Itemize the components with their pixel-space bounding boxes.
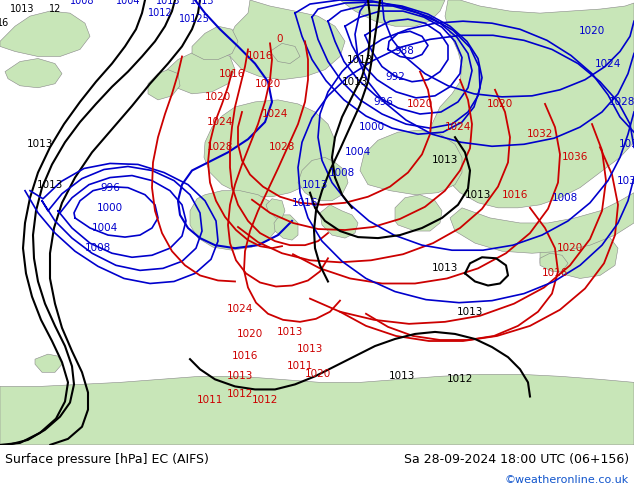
Polygon shape (395, 195, 442, 231)
Text: ©weatheronline.co.uk: ©weatheronline.co.uk (505, 475, 629, 485)
Text: 1032: 1032 (527, 129, 553, 139)
Text: 1004: 1004 (92, 223, 118, 233)
Text: 1013: 1013 (465, 190, 491, 200)
Text: 1013: 1013 (297, 344, 323, 354)
Text: 10125: 10125 (179, 14, 209, 24)
Text: 0: 0 (277, 34, 283, 45)
Text: 16: 16 (0, 18, 9, 28)
Polygon shape (165, 49, 235, 94)
Text: 1013: 1013 (432, 155, 458, 166)
Text: 992: 992 (385, 72, 405, 82)
Text: 1028: 1028 (269, 142, 295, 152)
Text: 1013: 1013 (277, 327, 303, 337)
Text: 1020: 1020 (255, 79, 281, 89)
Text: 1028: 1028 (207, 142, 233, 152)
Text: 996: 996 (100, 183, 120, 193)
Text: 1036: 1036 (617, 175, 634, 186)
Text: 1012: 1012 (227, 390, 253, 399)
Polygon shape (320, 205, 358, 238)
Polygon shape (450, 193, 634, 253)
Text: 1013: 1013 (347, 54, 373, 65)
Polygon shape (266, 199, 285, 218)
Polygon shape (430, 0, 634, 208)
Polygon shape (0, 11, 90, 56)
Text: 1020: 1020 (305, 369, 331, 379)
Text: 1013: 1013 (457, 307, 483, 317)
Text: 1020: 1020 (407, 99, 433, 109)
Text: 1013: 1013 (37, 180, 63, 190)
Text: Surface pressure [hPa] EC (AIFS): Surface pressure [hPa] EC (AIFS) (5, 453, 209, 466)
Polygon shape (0, 374, 634, 445)
Text: 1013: 1013 (389, 371, 415, 381)
Text: 1011: 1011 (197, 394, 223, 405)
Text: 1036: 1036 (562, 152, 588, 162)
Text: 1013: 1013 (227, 371, 253, 381)
Text: 1024: 1024 (262, 109, 288, 119)
Text: 1012: 1012 (252, 394, 278, 405)
Text: 1028: 1028 (609, 97, 634, 107)
Polygon shape (204, 100, 335, 196)
Text: 1013: 1013 (10, 4, 34, 14)
Text: 1016: 1016 (219, 69, 245, 79)
Text: 1020: 1020 (487, 99, 513, 109)
Polygon shape (540, 228, 618, 278)
Text: 1020: 1020 (237, 329, 263, 339)
Polygon shape (340, 0, 445, 26)
Text: 1004: 1004 (345, 147, 371, 157)
Text: 1013: 1013 (432, 263, 458, 273)
Polygon shape (228, 0, 345, 80)
Text: 1024: 1024 (207, 117, 233, 127)
Text: 1032: 1032 (619, 139, 634, 149)
Text: 1013: 1013 (156, 0, 180, 6)
Text: 1016: 1016 (247, 51, 273, 62)
Polygon shape (148, 70, 180, 100)
Polygon shape (298, 157, 348, 201)
Polygon shape (540, 253, 568, 271)
Text: 1020: 1020 (557, 243, 583, 253)
Text: 1011: 1011 (287, 361, 313, 371)
Text: 1008: 1008 (70, 0, 94, 6)
Text: 1012: 1012 (148, 8, 172, 18)
Text: 1024: 1024 (445, 122, 471, 132)
Text: 1000: 1000 (97, 203, 123, 213)
Text: 1016: 1016 (542, 269, 568, 278)
Text: 1016: 1016 (232, 351, 258, 361)
Polygon shape (35, 354, 62, 372)
Text: 1008: 1008 (85, 243, 111, 253)
Text: 1020: 1020 (205, 92, 231, 102)
Polygon shape (5, 58, 62, 88)
Polygon shape (192, 26, 238, 59)
Text: 12: 12 (49, 4, 61, 14)
Text: 1016: 1016 (502, 190, 528, 200)
Text: 996: 996 (373, 97, 393, 107)
Text: 1000: 1000 (359, 122, 385, 132)
Polygon shape (190, 191, 280, 250)
Polygon shape (274, 215, 298, 240)
Text: 1013: 1013 (27, 139, 53, 149)
Text: 1013: 1013 (190, 0, 214, 6)
Text: 1008: 1008 (552, 193, 578, 203)
Polygon shape (360, 130, 462, 195)
Text: 1016: 1016 (292, 198, 318, 208)
Text: 1024: 1024 (595, 59, 621, 69)
Text: 1013: 1013 (302, 180, 328, 190)
Text: 1013: 1013 (342, 77, 368, 87)
Text: 1008: 1008 (329, 168, 355, 177)
Text: Sa 28-09-2024 18:00 UTC (06+156): Sa 28-09-2024 18:00 UTC (06+156) (404, 453, 629, 466)
Text: 1012: 1012 (447, 374, 473, 384)
Text: 988: 988 (394, 47, 414, 56)
Text: 1004: 1004 (116, 0, 140, 6)
Polygon shape (270, 44, 300, 64)
Text: 1020: 1020 (579, 26, 605, 36)
Text: 1024: 1024 (227, 304, 253, 314)
